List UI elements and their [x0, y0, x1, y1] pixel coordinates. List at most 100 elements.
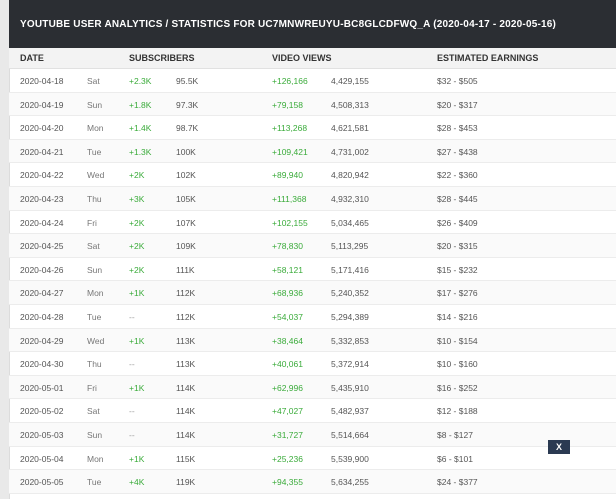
table-row: 2020-04-20 Mon +1.4K 98.7K +113,268 4,621,581… [9, 116, 616, 140]
view-total-cell: 4,932,310 [331, 193, 369, 204]
date-cell: 2020-05-01 [20, 382, 64, 393]
subscriber-change-cell: -- [129, 311, 135, 322]
date-cell: 2020-04-20 [20, 123, 64, 134]
subscriber-total-cell: 95.5K [176, 76, 199, 86]
subscriber-total-cell: 107K [176, 217, 196, 228]
view-total-cell: 4,820,942 [331, 170, 369, 181]
table-row: 2020-04-19 Sun +1.8K 97.3K +79,158 4,508,313 $… [9, 92, 616, 117]
view-change-cell: +38,464 [272, 335, 303, 346]
weekday-cell: Fri [87, 382, 97, 393]
view-change-cell: +126,166 [272, 76, 308, 86]
column-header-video-views: VIDEO VIEWS [272, 53, 332, 63]
subscriber-total-cell: 109K [176, 241, 196, 252]
weekday-cell: Mon [87, 453, 104, 464]
subscriber-change-cell: +1K [129, 288, 145, 299]
weekday-cell: Tue [87, 146, 102, 157]
date-cell: 2020-04-24 [20, 217, 64, 228]
column-header-estimated-earnings: ESTIMATED EARNINGS [437, 53, 539, 63]
table-row: 2020-04-24 Fri +2K 107K +102,155 5,034,465 $26… [9, 211, 616, 235]
view-change-cell: +40,061 [272, 359, 303, 370]
date-cell: 2020-05-05 [20, 477, 64, 488]
date-cell: 2020-04-18 [20, 76, 64, 86]
weekday-cell: Mon [87, 288, 104, 299]
weekday-cell: Sun [87, 99, 103, 110]
view-total-cell: 4,508,313 [331, 99, 369, 110]
view-change-cell: +68,936 [272, 288, 303, 299]
subscriber-total-cell: 119K [176, 477, 196, 488]
column-header-date: DATE [20, 53, 44, 63]
earnings-cell: $20 - $317 [437, 99, 478, 110]
subscriber-change-cell: +2K [129, 170, 145, 181]
view-total-cell: 5,332,853 [331, 335, 369, 346]
earnings-cell: $28 - $445 [437, 193, 478, 204]
subscriber-change-cell: +1K [129, 453, 145, 464]
earnings-cell: $32 - $505 [437, 76, 478, 86]
subscriber-change-cell: +1K [129, 335, 145, 346]
view-change-cell: +109,421 [272, 146, 308, 157]
subscriber-change-cell: -- [129, 359, 135, 370]
view-change-cell: +94,355 [272, 477, 303, 488]
subscriber-change-cell: +3K [129, 193, 145, 204]
view-total-cell: 5,294,389 [331, 311, 369, 322]
earnings-cell: $12 - $188 [437, 406, 478, 417]
table-row: 2020-05-02 Sat -- 114K +47,027 5,482,937 $12 -… [9, 399, 616, 423]
subscriber-change-cell: +2.3K [129, 76, 152, 86]
subscriber-total-cell: 113K [176, 359, 196, 370]
date-cell: 2020-04-22 [20, 170, 64, 181]
view-change-cell: +89,940 [272, 170, 303, 181]
date-cell: 2020-04-28 [20, 311, 64, 322]
date-cell: 2020-04-21 [20, 146, 64, 157]
earnings-cell: $16 - $252 [437, 382, 478, 393]
earnings-cell: $28 - $453 [437, 123, 478, 134]
table-row: 2020-04-28 Tue -- 112K +54,037 5,294,389 $14 -… [9, 305, 616, 329]
date-cell: 2020-04-26 [20, 264, 64, 275]
view-total-cell: 4,731,002 [331, 146, 369, 157]
view-change-cell: +78,830 [272, 241, 303, 252]
view-total-cell: 5,634,255 [331, 477, 369, 488]
subscriber-change-cell: +2K [129, 217, 145, 228]
table-row: 2020-04-21 Tue +1.3K 100K +109,421 4,731,002 $… [9, 139, 616, 164]
weekday-cell: Sat [87, 406, 100, 417]
subscriber-change-cell: -- [129, 406, 135, 417]
table-row: 2020-04-26 Sun +2K 111K +58,121 5,171,416 $15 … [9, 258, 616, 282]
view-total-cell: 5,372,914 [331, 359, 369, 370]
date-cell: 2020-04-27 [20, 288, 64, 299]
view-total-cell: 4,621,581 [331, 123, 369, 134]
weekday-cell: Sat [87, 241, 100, 252]
subscriber-total-cell: 114K [176, 382, 196, 393]
view-change-cell: +113,268 [272, 123, 308, 134]
subscriber-total-cell: 113K [176, 335, 196, 346]
view-total-cell: 5,435,910 [331, 382, 369, 393]
subscriber-total-cell: 102K [176, 170, 196, 181]
date-cell: 2020-04-19 [20, 99, 64, 110]
weekday-cell: Fri [87, 217, 97, 228]
view-total-cell: 4,429,155 [331, 76, 369, 86]
subscriber-change-cell: +2K [129, 264, 145, 275]
view-change-cell: +25,236 [272, 453, 303, 464]
subscriber-change-cell: +1.4K [129, 123, 152, 134]
analytics-panel: YOUTUBE USER ANALYTICS / STATISTICS FOR … [9, 0, 616, 499]
close-button[interactable]: X [548, 440, 570, 454]
subscriber-total-cell: 115K [176, 453, 196, 464]
subscriber-total-cell: 97.3K [176, 99, 199, 110]
subscriber-total-cell: 114K [176, 406, 196, 417]
column-header-subscribers: SUBSCRIBERS [129, 53, 195, 63]
table-row: 2020-05-03 Sun -- 114K +31,727 5,514,664 $8 - … [9, 422, 616, 447]
table-row: 2020-04-30 Thu -- 113K +40,061 5,372,914 $10 -… [9, 352, 616, 376]
date-cell: 2020-05-03 [20, 429, 64, 440]
view-total-cell: 5,539,900 [331, 453, 369, 464]
earnings-cell: $10 - $154 [437, 335, 478, 346]
date-cell: 2020-04-29 [20, 335, 64, 346]
earnings-cell: $24 - $377 [437, 477, 478, 488]
view-change-cell: +79,158 [272, 99, 303, 110]
subscriber-total-cell: 98.7K [176, 123, 199, 134]
earnings-cell: $6 - $101 [437, 453, 473, 464]
table-row: 2020-04-29 Wed +1K 113K +38,464 5,332,853 $10 … [9, 328, 616, 353]
date-cell: 2020-04-23 [20, 193, 64, 204]
table-row: 2020-04-23 Thu +3K 105K +111,368 4,932,310 $28… [9, 186, 616, 211]
weekday-cell: Sun [87, 264, 103, 275]
panel-title: YOUTUBE USER ANALYTICS / STATISTICS FOR … [9, 0, 616, 48]
earnings-cell: $27 - $438 [437, 146, 478, 157]
subscriber-change-cell: -- [129, 429, 135, 440]
view-total-cell: 5,240,352 [331, 288, 369, 299]
